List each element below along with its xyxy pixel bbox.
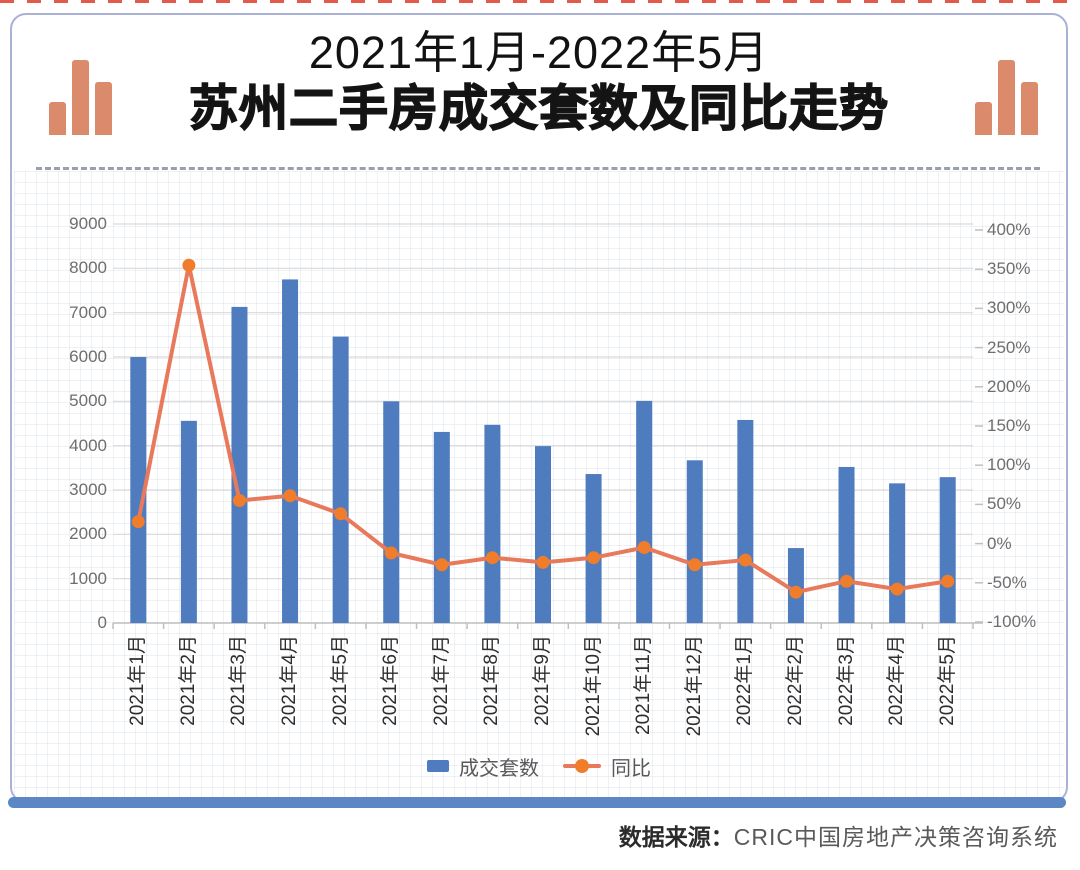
icon-bar-short [975,102,992,135]
y-axis-right-tick-label: 200% [987,376,1031,396]
y-axis-left-tick-label: 7000 [69,302,107,322]
x-axis-label: 2021年8月 [481,635,503,726]
y-axis-right-tick-label: -50% [987,572,1027,592]
y-axis-right-tick-label: 250% [987,337,1031,357]
title-line-1: 2021年1月-2022年5月 [308,27,770,78]
icon-bar-medium [95,82,112,135]
legend-bar-label: 成交套数 [459,757,539,780]
y-axis-left-tick-label: 3000 [69,480,107,499]
bar-chart-icon [975,60,1038,135]
data-source-text: CRIC中国房地产决策咨询系统 [733,824,1058,850]
x-axis-label: 2021年1月 [127,635,149,726]
x-axis-label: 2021年5月 [329,635,351,726]
y-axis-right-tick-label: 0% [987,533,1012,553]
legend-line-label: 同比 [611,757,651,780]
y-axis-right-tick-label: 100% [987,455,1031,475]
title-divider [36,167,1040,170]
y-axis-left-tick-label: 1000 [69,568,107,588]
icon-bar-medium [1021,82,1038,135]
data-source-label: 数据来源： [618,824,734,850]
y-axis-left-tick-label: 6000 [69,347,107,366]
x-axis-label: 2021年2月 [177,635,199,726]
top-dashed-line [0,0,1080,3]
y-axis-right-tick-label: 150% [987,416,1031,435]
chart-title: 2021年1月-2022年5月 苏州二手房成交套数及同比走势 [12,27,1066,137]
y-axis-left-tick-label: 4000 [69,435,107,455]
icon-bar-tall [72,60,89,135]
y-axis-left-tick-label: 8000 [69,258,107,278]
x-axis-label: 2021年7月 [430,635,452,726]
y-axis-left-tick-label: 2000 [69,524,107,544]
title-line-2: 苏州二手房成交套数及同比走势 [188,81,889,136]
icon-bar-short [49,102,66,135]
x-axis-label: 2021年10月 [582,635,604,737]
x-axis-label: 2021年3月 [228,635,250,726]
y-axis-right-tick-label: 400% [987,220,1031,239]
y-axis-right-tick-label: 350% [987,259,1031,279]
chart-card: 2021年1月-2022年5月 苏州二手房成交套数及同比走势 0 1000 2000… [10,13,1068,803]
x-axis-label: 2022年1月 [734,635,756,726]
x-axis-label: 2021年9月 [532,635,553,726]
x-axis-label: 2021年6月 [380,635,402,726]
x-axis-label: 2021年4月 [279,635,301,726]
x-axis-label: 2022年4月 [886,635,908,726]
x-axis-label: 2022年2月 [784,635,806,726]
x-axis-label: 2021年11月 [633,635,655,735]
bottom-accent-bar [8,797,1066,808]
icon-bar-tall [998,60,1015,135]
y-axis-left-tick-label: 5000 [69,391,107,411]
y-axis-left-tick-label: 0 [97,613,107,632]
x-axis-label: 2022年3月 [835,635,857,726]
y-axis-right-tick-label: -100% [987,612,1037,631]
data-source-line: 数据来源：CRIC中国房地产决策咨询系统 [619,822,1058,852]
legend-line-marker [563,759,601,773]
y-axis-right-tick-label: 300% [987,298,1031,318]
legend-bar-swatch [427,760,449,772]
y-axis-right-tick-label: 50% [987,494,1022,514]
y-axis-left-tick-label: 9000 [69,214,107,233]
x-axis-label: 2022年5月 [936,635,958,726]
bar-chart-icon [49,60,112,135]
legend-line-dot [575,759,589,773]
chart-legend: 成交套数 同比 [12,753,1066,780]
x-axis-label: 2021年12月 [683,635,705,737]
